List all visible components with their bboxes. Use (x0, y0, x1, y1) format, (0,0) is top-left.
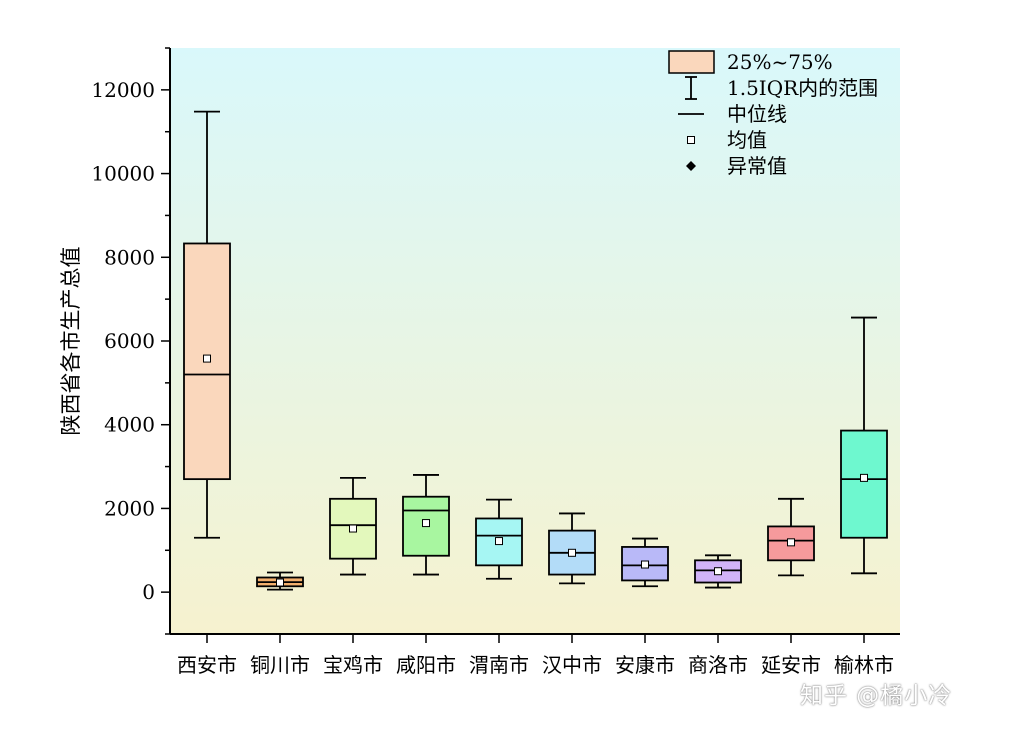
y-tick-label: 2000 (104, 496, 155, 520)
mean-marker (203, 354, 211, 363)
x-axis: 西安市 铜川市 宝鸡市 咸阳市 渭南市 汉中市 安康市 商洛市 延安市 榆林市 (170, 633, 900, 677)
box-item (402, 474, 450, 576)
box-item (621, 537, 669, 588)
box-item (548, 512, 596, 585)
x-tick-label: 渭南市 (469, 653, 529, 677)
y-tick-label: 8000 (104, 245, 155, 269)
legend-label: 1.5IQR内的范围 (727, 76, 878, 100)
legend-label: 异常值 (727, 154, 787, 178)
x-tick-label: 咸阳市 (396, 653, 456, 677)
y-axis: 0 2000 4000 6000 8000 10000 12000 (91, 47, 171, 635)
mean-marker (714, 567, 722, 576)
legend-outlier-symbol (686, 161, 696, 171)
x-tick-label: 安康市 (615, 653, 675, 677)
legend-label: 均值 (727, 128, 767, 152)
x-tick-label: 铜川市 (250, 653, 310, 677)
x-tick-label: 宝鸡市 (323, 653, 383, 677)
legend-label: 25%~75% (727, 50, 833, 74)
mean-marker (787, 538, 795, 547)
box-item (183, 110, 231, 539)
mean-marker (349, 524, 357, 533)
mean-marker (641, 560, 649, 569)
y-tick-label: 12000 (91, 78, 155, 102)
y-tick-label: 10000 (91, 162, 155, 186)
box-series (183, 110, 888, 591)
box-item (840, 316, 888, 575)
x-tick-label: 商洛市 (688, 653, 748, 677)
mean-marker (276, 578, 284, 587)
box-iqr (840, 429, 888, 539)
x-tick-label: 榆林市 (834, 653, 894, 677)
y-tick-label: 4000 (104, 413, 155, 437)
y-tick-label: 6000 (104, 329, 155, 353)
box-item (329, 476, 377, 576)
x-tick-label: 西安市 (177, 653, 237, 677)
legend-box-symbol (668, 50, 715, 74)
box-item (694, 554, 742, 589)
legend-mean-symbol (687, 136, 695, 144)
box-item (767, 497, 815, 577)
x-tick-label: 汉中市 (542, 653, 602, 677)
mean-marker (495, 537, 503, 546)
box-item (475, 498, 523, 580)
box-iqr (402, 495, 450, 557)
watermark: 知乎 @橘小冷 (800, 683, 953, 709)
box-item (256, 571, 304, 591)
y-axis-label: 陕西省各市生产总值 (59, 247, 83, 436)
mean-marker (422, 519, 430, 528)
legend-label: 中位线 (727, 102, 787, 126)
y-tick-label: 0 (142, 580, 155, 604)
x-tick-label: 延安市 (761, 653, 821, 677)
mean-marker (860, 473, 868, 482)
mean-marker (568, 548, 576, 557)
